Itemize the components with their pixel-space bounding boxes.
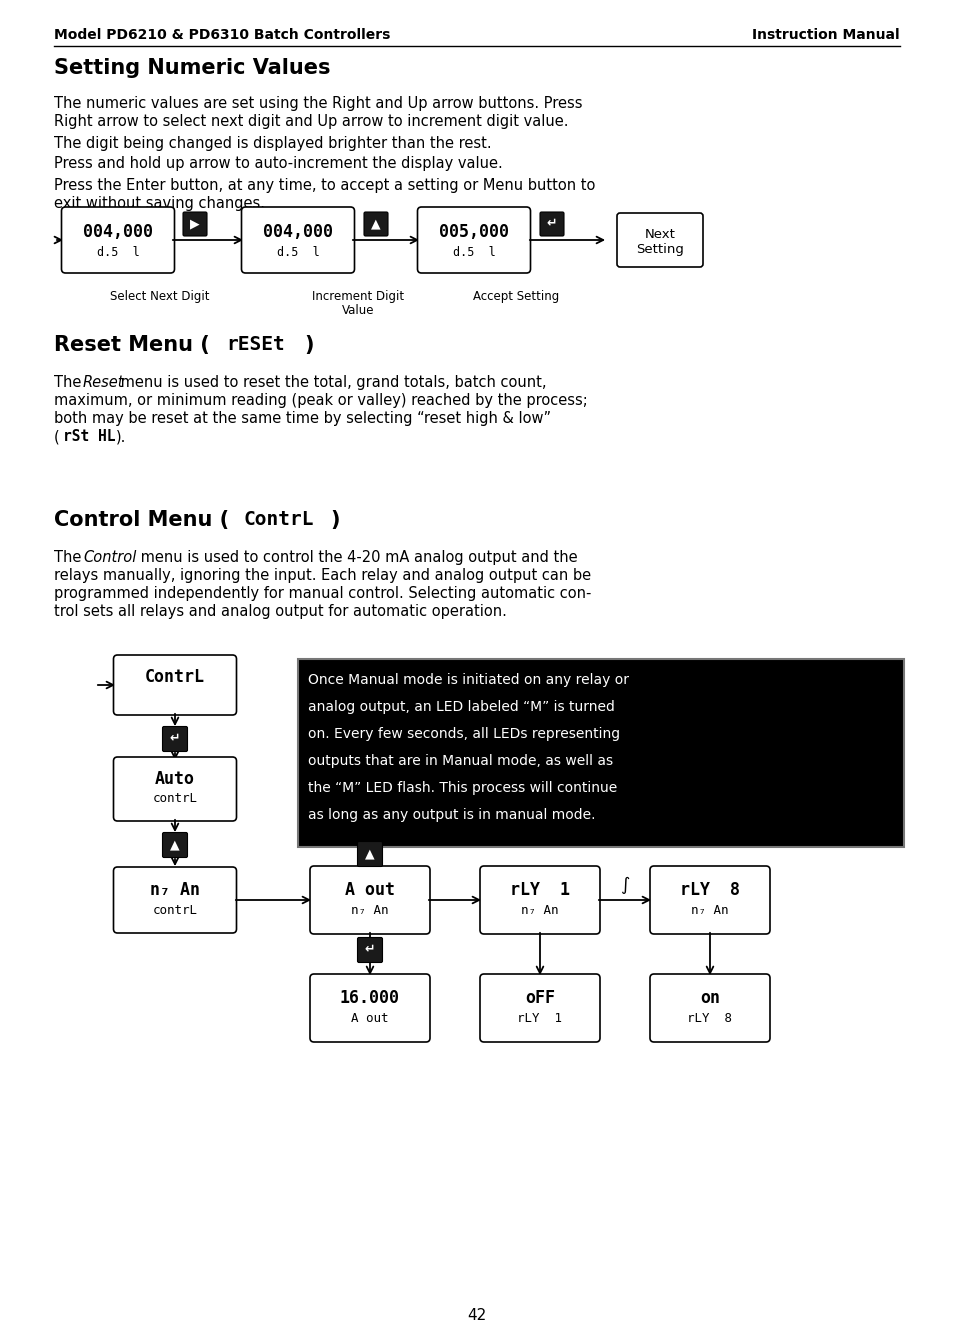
Text: n₇ An: n₇ An — [691, 903, 728, 916]
Text: menu is used to control the 4-20 mA analog output and the: menu is used to control the 4-20 mA anal… — [136, 550, 577, 565]
Text: Control: Control — [83, 550, 136, 565]
Text: Press and hold up arrow to auto-increment the display value.: Press and hold up arrow to auto-incremen… — [54, 156, 502, 171]
Text: Reset Menu (: Reset Menu ( — [54, 335, 210, 355]
Text: n₇ An: n₇ An — [351, 903, 388, 916]
Text: on: on — [700, 989, 720, 1007]
FancyBboxPatch shape — [617, 212, 702, 267]
Text: 16.000: 16.000 — [339, 989, 399, 1007]
Text: rESEt: rESEt — [226, 335, 284, 354]
FancyBboxPatch shape — [417, 207, 530, 273]
Text: ▲: ▲ — [371, 218, 380, 231]
Text: 004,000: 004,000 — [83, 223, 152, 240]
Text: ▲: ▲ — [365, 847, 375, 860]
FancyBboxPatch shape — [61, 207, 174, 273]
Text: A out: A out — [351, 1011, 388, 1025]
Text: The numeric values are set using the Right and Up arrow buttons. Press: The numeric values are set using the Rig… — [54, 96, 582, 111]
Text: oFF: oFF — [524, 989, 555, 1007]
FancyBboxPatch shape — [649, 866, 769, 934]
Text: ∫: ∫ — [619, 876, 629, 894]
FancyBboxPatch shape — [310, 974, 430, 1042]
Text: Instruction Manual: Instruction Manual — [752, 28, 899, 41]
Text: ↵: ↵ — [546, 218, 557, 231]
Text: outputs that are in Manual mode, as well as: outputs that are in Manual mode, as well… — [308, 754, 613, 768]
Text: exit without saving changes.: exit without saving changes. — [54, 196, 265, 211]
Text: trol sets all relays and analog output for automatic operation.: trol sets all relays and analog output f… — [54, 604, 506, 619]
Text: ↵: ↵ — [364, 943, 375, 957]
Text: programmed independently for manual control. Selecting automatic con-: programmed independently for manual cont… — [54, 587, 591, 601]
FancyBboxPatch shape — [297, 659, 903, 847]
FancyBboxPatch shape — [539, 212, 563, 236]
Text: ): ) — [304, 335, 314, 355]
FancyBboxPatch shape — [113, 758, 236, 822]
Text: ContrL: ContrL — [244, 510, 314, 529]
Text: Select Next Digit: Select Next Digit — [111, 290, 210, 303]
Text: rLY  8: rLY 8 — [679, 880, 740, 899]
Text: ContrL: ContrL — [145, 668, 205, 685]
Text: as long as any output is in manual mode.: as long as any output is in manual mode. — [308, 808, 595, 822]
FancyBboxPatch shape — [357, 938, 382, 962]
Text: The: The — [54, 375, 86, 390]
FancyBboxPatch shape — [479, 974, 599, 1042]
Text: A out: A out — [345, 880, 395, 899]
Text: ).: ). — [116, 429, 126, 444]
Text: the “M” LED flash. This process will continue: the “M” LED flash. This process will con… — [308, 782, 617, 795]
Text: n₇ An: n₇ An — [150, 880, 200, 899]
Text: d.5  l: d.5 l — [96, 246, 139, 258]
Text: ▲: ▲ — [170, 839, 179, 851]
Text: on. Every few seconds, all LEDs representing: on. Every few seconds, all LEDs represen… — [308, 727, 619, 741]
Text: Next: Next — [644, 227, 675, 240]
Text: Control Menu (: Control Menu ( — [54, 510, 229, 530]
Text: d.5  l: d.5 l — [452, 246, 495, 258]
Text: contrL: contrL — [152, 903, 197, 916]
FancyBboxPatch shape — [364, 212, 388, 236]
Text: both may be reset at the same time by selecting “reset high & low”: both may be reset at the same time by se… — [54, 411, 551, 426]
FancyBboxPatch shape — [310, 866, 430, 934]
Text: 42: 42 — [467, 1308, 486, 1323]
Text: rLY  8: rLY 8 — [687, 1011, 732, 1025]
FancyBboxPatch shape — [183, 212, 207, 236]
FancyBboxPatch shape — [162, 727, 188, 751]
Text: d.5  l: d.5 l — [276, 246, 319, 258]
Text: (: ( — [54, 429, 60, 444]
Text: menu is used to reset the total, grand totals, batch count,: menu is used to reset the total, grand t… — [116, 375, 546, 390]
Text: Reset: Reset — [83, 375, 125, 390]
Text: Model PD6210 & PD6310 Batch Controllers: Model PD6210 & PD6310 Batch Controllers — [54, 28, 390, 41]
FancyBboxPatch shape — [649, 974, 769, 1042]
Text: relays manually, ignoring the input. Each relay and analog output can be: relays manually, ignoring the input. Eac… — [54, 568, 591, 582]
Text: Setting: Setting — [636, 243, 683, 257]
Text: rLY  1: rLY 1 — [510, 880, 569, 899]
Text: ↵: ↵ — [170, 732, 180, 745]
FancyBboxPatch shape — [357, 842, 382, 867]
FancyBboxPatch shape — [479, 866, 599, 934]
Text: maximum, or minimum reading (peak or valley) reached by the process;: maximum, or minimum reading (peak or val… — [54, 393, 587, 407]
FancyBboxPatch shape — [241, 207, 355, 273]
Text: The: The — [54, 550, 86, 565]
Text: ): ) — [330, 510, 339, 530]
Text: 005,000: 005,000 — [438, 223, 509, 240]
Text: Setting Numeric Values: Setting Numeric Values — [54, 57, 330, 77]
Text: 004,000: 004,000 — [263, 223, 333, 240]
Text: Right arrow to select next digit and Up arrow to increment digit value.: Right arrow to select next digit and Up … — [54, 114, 568, 130]
Text: rLY  1: rLY 1 — [517, 1011, 562, 1025]
Text: Auto: Auto — [154, 770, 194, 788]
Text: contrL: contrL — [152, 792, 197, 806]
Text: Accept Setting: Accept Setting — [473, 290, 558, 303]
FancyBboxPatch shape — [162, 832, 188, 858]
FancyBboxPatch shape — [113, 655, 236, 715]
Text: analog output, an LED labeled “M” is turned: analog output, an LED labeled “M” is tur… — [308, 700, 615, 713]
Text: ▶: ▶ — [190, 218, 199, 231]
Text: Value: Value — [341, 305, 374, 317]
Text: Press the Enter button, at any time, to accept a setting or Menu button to: Press the Enter button, at any time, to … — [54, 178, 595, 192]
Text: Increment Digit: Increment Digit — [312, 290, 404, 303]
Text: The digit being changed is displayed brighter than the rest.: The digit being changed is displayed bri… — [54, 136, 491, 151]
Text: rSt HL: rSt HL — [63, 429, 115, 444]
FancyBboxPatch shape — [113, 867, 236, 933]
Text: n₇ An: n₇ An — [520, 903, 558, 916]
Text: Once Manual mode is initiated on any relay or: Once Manual mode is initiated on any rel… — [308, 673, 628, 687]
